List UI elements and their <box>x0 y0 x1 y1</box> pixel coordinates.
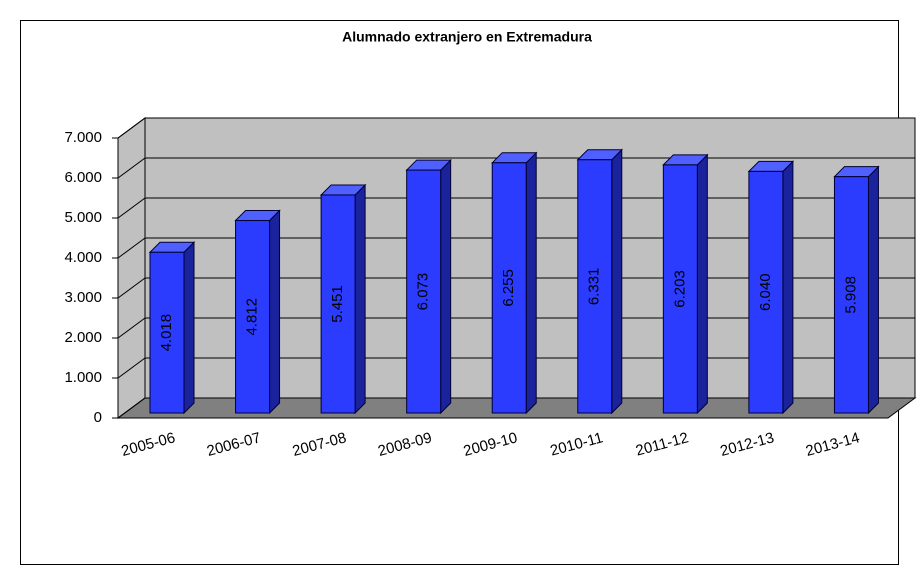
bar-side <box>183 241 195 415</box>
bar-side <box>525 151 537 415</box>
bar <box>235 220 271 414</box>
bar <box>662 164 698 414</box>
bar <box>833 176 869 414</box>
y-tick-label: 0 <box>94 409 102 426</box>
bar-side <box>696 153 708 415</box>
value-label: 6.040 <box>757 273 774 311</box>
bar <box>491 162 527 414</box>
value-label: 4.812 <box>244 298 261 336</box>
grid-line <box>117 117 146 139</box>
bar-side <box>611 148 623 415</box>
y-tick-label: 3.000 <box>64 289 102 306</box>
value-label: 4.018 <box>158 314 175 352</box>
grid-line <box>117 237 146 259</box>
bar <box>406 169 442 414</box>
value-label: 5.451 <box>329 285 346 323</box>
bar <box>320 194 356 414</box>
bar-side <box>440 158 452 415</box>
bar <box>149 251 185 414</box>
grid-line <box>117 197 146 219</box>
value-label: 6.255 <box>500 269 517 307</box>
y-tick-label: 2.000 <box>64 329 102 346</box>
y-tick-label: 7.000 <box>64 129 102 146</box>
y-tick-label: 6.000 <box>64 169 102 186</box>
bar <box>577 159 613 414</box>
value-label: 6.073 <box>415 273 432 311</box>
y-tick-label: 4.000 <box>64 249 102 266</box>
grid-line <box>117 157 146 179</box>
grid-line <box>117 317 146 339</box>
bar-side <box>269 209 281 415</box>
grid-line <box>117 397 146 419</box>
bar <box>748 170 784 414</box>
side-wall <box>117 117 146 419</box>
value-label: 6.331 <box>586 268 603 306</box>
grid-line <box>117 357 146 379</box>
bar-side <box>354 183 366 415</box>
chart-title: Alumnado extranjero en Extremadura <box>342 29 592 45</box>
bar-side <box>867 165 879 415</box>
bar-side <box>782 160 794 415</box>
y-tick-label: 5.000 <box>64 209 102 226</box>
y-tick-label: 1.000 <box>64 369 102 386</box>
value-label: 5.908 <box>842 276 859 314</box>
value-label: 6.203 <box>671 270 688 308</box>
grid-line <box>117 277 146 299</box>
